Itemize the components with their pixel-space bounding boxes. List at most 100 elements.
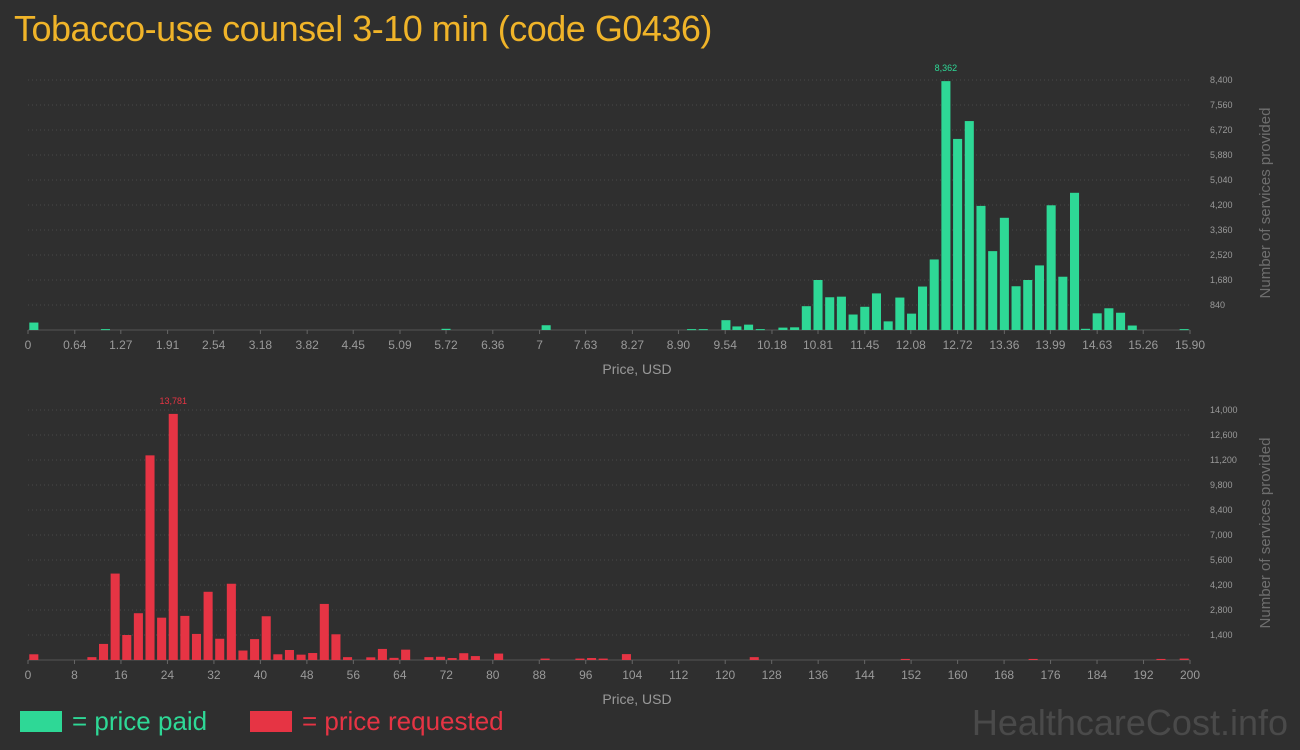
chart2-x-tick-label: 104 [622, 668, 642, 682]
chart2-bar [621, 654, 631, 660]
chart1-x-axis-label: Price, USD [602, 361, 671, 377]
chart2-bar [273, 654, 283, 660]
chart2-y-tick-label: 5,600 [1210, 555, 1233, 565]
chart1-bar [732, 326, 742, 330]
chart1-y-tick-label: 3,360 [1210, 225, 1233, 235]
chart2-bar [203, 591, 213, 660]
chart2-x-tick-label: 16 [114, 668, 128, 682]
chart2-bar [424, 657, 434, 660]
chart2-bar [319, 603, 329, 660]
chart2-x-tick-label: 56 [347, 668, 361, 682]
chart1-x-tick-label: 4.45 [342, 338, 366, 352]
chart2-bar [470, 656, 480, 660]
chart2-bar [180, 615, 190, 660]
chart2-bar [308, 653, 318, 660]
chart2-bar [447, 658, 457, 660]
chart1-x-tick-label: 8.27 [621, 338, 645, 352]
chart2-x-tick-label: 72 [440, 668, 454, 682]
chart2-bar [540, 658, 550, 660]
chart2-x-tick-label: 200 [1180, 668, 1200, 682]
chart1-x-tick-label: 13.99 [1035, 338, 1065, 352]
chart1-y-tick-label: 2,520 [1210, 250, 1233, 260]
chart1-x-tick-label: 5.09 [388, 338, 412, 352]
chart2-bar [366, 657, 376, 660]
chart1-x-tick-label: 11.45 [850, 338, 879, 352]
chart1-bar [895, 297, 905, 330]
chart1-bar [848, 314, 858, 330]
chart2-bar [575, 658, 585, 660]
chart1-bar [976, 205, 986, 330]
chart2-bar [296, 654, 306, 660]
chart2-x-tick-label: 0 [25, 668, 32, 682]
chart1-bar [778, 327, 788, 330]
chart2-x-tick-label: 144 [855, 668, 875, 682]
chart2-bar [1156, 658, 1166, 660]
chart1-bar [999, 217, 1009, 330]
chart1-bar [836, 296, 846, 330]
legend-requested-label: = price requested [302, 706, 504, 736]
chart1-x-tick-label: 10.81 [803, 338, 833, 352]
chart1-bar [698, 329, 708, 331]
chart2-x-tick-label: 152 [901, 668, 921, 682]
chart1-x-tick-label: 6.36 [481, 338, 505, 352]
chart1-bar [929, 259, 939, 330]
chart1-bar [988, 251, 998, 330]
chart1-y-tick-label: 7,560 [1210, 100, 1233, 110]
chart1-bar [1011, 286, 1021, 330]
chart1-y-tick-label: 1,680 [1210, 275, 1233, 285]
legend-paid-swatch [20, 711, 62, 732]
chart1-bar [1092, 313, 1102, 330]
chart2-y-tick-label: 8,400 [1210, 505, 1233, 515]
chart2-bar [598, 658, 608, 660]
chart1-bar [1034, 265, 1044, 330]
chart1-bar [801, 306, 811, 330]
chart1-bar [29, 322, 39, 330]
chart1-bar [541, 325, 551, 330]
chart1-y-tick-label: 5,880 [1210, 150, 1233, 160]
chart1-x-tick-label: 7.63 [574, 338, 598, 352]
chart1-x-tick-label: 15.26 [1128, 338, 1158, 352]
chart2-bar [749, 657, 759, 660]
legend-paid: = price paid [20, 706, 207, 737]
chart1-y-tick-label: 5,040 [1210, 175, 1233, 185]
chart1-bar [1058, 276, 1068, 330]
chart2-x-tick-label: 112 [669, 668, 688, 682]
chart1-x-tick-label: 14.63 [1082, 338, 1112, 352]
chart1-y-tick-label: 8,400 [1210, 75, 1233, 85]
chart2-bar [261, 616, 271, 660]
chart1-bar [744, 324, 754, 330]
chart1-bar [441, 328, 451, 330]
legend-requested: = price requested [250, 706, 504, 737]
chart1-x-tick-label: 15.90 [1175, 338, 1205, 352]
chart1-bar [1023, 280, 1033, 330]
chart2-bar [133, 613, 143, 660]
chart2-bar [122, 635, 132, 660]
chart2-bar [145, 455, 155, 660]
chart2-bar [900, 658, 910, 660]
chart2-x-tick-label: 192 [1134, 668, 1154, 682]
chart2-x-tick-label: 40 [254, 668, 268, 682]
chart2-x-tick-label: 24 [161, 668, 175, 682]
chart2-bar [29, 654, 39, 660]
chart2-y-tick-label: 2,800 [1210, 605, 1233, 615]
chart1-bar [1080, 328, 1091, 330]
chart1-bar [941, 81, 951, 330]
chart2-bar [87, 657, 97, 660]
chart2-x-tick-label: 136 [808, 668, 828, 682]
chart2-bar [238, 650, 248, 660]
chart1-bar [871, 293, 882, 330]
chart1-x-tick-label: 12.72 [943, 338, 973, 352]
chart1-bar [883, 321, 893, 330]
chart2-x-tick-label: 88 [533, 668, 547, 682]
chart1-bar [721, 320, 731, 330]
chart1-x-tick-label: 10.18 [757, 338, 787, 352]
chart1-bar [1046, 205, 1056, 330]
chart2-x-tick-label: 160 [948, 668, 968, 682]
legend-paid-label: = price paid [72, 706, 208, 736]
chart2-y-tick-label: 1,400 [1210, 630, 1233, 640]
chart2-x-tick-label: 48 [300, 668, 314, 682]
chart1-bar [860, 306, 870, 330]
chart-title: Tobacco-use counsel 3-10 min (code G0436… [14, 8, 712, 49]
chart1-bar [825, 297, 835, 330]
chart1-bar [964, 121, 974, 330]
